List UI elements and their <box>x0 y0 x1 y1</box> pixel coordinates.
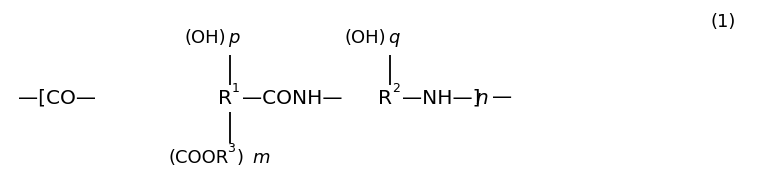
Text: p: p <box>228 29 239 47</box>
Text: —CONH—: —CONH— <box>242 88 342 108</box>
Text: —[CO—: —[CO— <box>18 88 96 108</box>
Text: 3: 3 <box>227 142 235 155</box>
Text: —NH—]: —NH—] <box>402 88 481 108</box>
Text: (OH): (OH) <box>185 29 226 47</box>
Text: (OH): (OH) <box>345 29 386 47</box>
Text: R: R <box>378 88 392 108</box>
Text: —: — <box>492 88 512 108</box>
Text: (COOR: (COOR <box>168 149 229 167</box>
Text: m: m <box>252 149 270 167</box>
Text: R: R <box>218 88 232 108</box>
Text: ): ) <box>237 149 244 167</box>
Text: n: n <box>475 88 488 108</box>
Text: q: q <box>388 29 399 47</box>
Text: 2: 2 <box>392 82 400 95</box>
Text: 1: 1 <box>232 82 240 95</box>
Text: (1): (1) <box>710 13 735 31</box>
